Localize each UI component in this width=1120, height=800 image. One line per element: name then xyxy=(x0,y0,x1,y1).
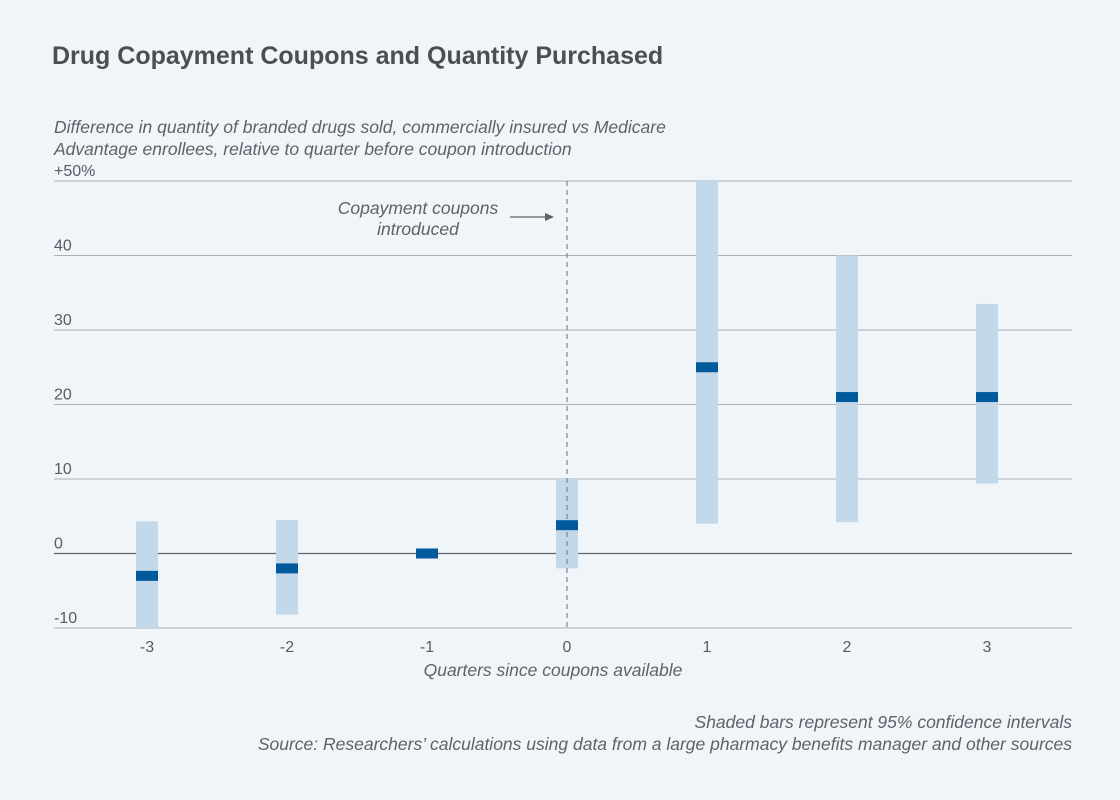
y-tick-label: 30 xyxy=(54,312,72,329)
annotation-label-line: introduced xyxy=(377,219,460,239)
chart-note-ci: Shaded bars represent 95% confidence int… xyxy=(694,712,1072,732)
point-estimate-marker xyxy=(136,570,158,581)
y-tick-label: 0 xyxy=(54,536,63,553)
chart-title: Drug Copayment Coupons and Quantity Purc… xyxy=(52,42,664,70)
confidence-interval-bar xyxy=(696,181,718,524)
y-tick-label: -10 xyxy=(54,610,77,627)
point-estimate-marker xyxy=(696,362,718,373)
annotation-arrow-head xyxy=(545,213,554,221)
x-tick-label: -3 xyxy=(140,639,154,656)
point-estimate-marker xyxy=(556,520,578,531)
x-axis-label: Quarters since coupons available xyxy=(424,660,683,680)
annotation-label-line: Copayment coupons xyxy=(338,198,499,218)
point-estimate-marker xyxy=(416,548,438,559)
y-tick-label: 40 xyxy=(54,238,72,255)
x-tick-label: -2 xyxy=(280,639,294,656)
point-estimate-marker xyxy=(836,392,858,403)
y-tick-label: +50% xyxy=(54,163,95,180)
x-tick-label: 3 xyxy=(983,639,992,656)
chart-note-source: Source: Researchers’ calculations using … xyxy=(257,734,1072,754)
y-tick-label: 20 xyxy=(54,387,72,404)
subtitle-line: Advantage enrollees, relative to quarter… xyxy=(54,139,572,159)
x-tick-label: -1 xyxy=(420,639,434,656)
chart-subtitle: Difference in quantity of branded drugs … xyxy=(54,116,754,160)
subtitle-line: Difference in quantity of branded drugs … xyxy=(54,117,666,137)
point-estimate-marker xyxy=(276,563,298,574)
point-estimate-marker xyxy=(976,392,998,403)
x-tick-label: 1 xyxy=(703,639,712,656)
y-tick-label: 10 xyxy=(54,461,72,478)
x-tick-label: 0 xyxy=(563,639,572,656)
x-tick-label: 2 xyxy=(843,639,852,656)
confidence-interval-bar xyxy=(836,255,858,523)
